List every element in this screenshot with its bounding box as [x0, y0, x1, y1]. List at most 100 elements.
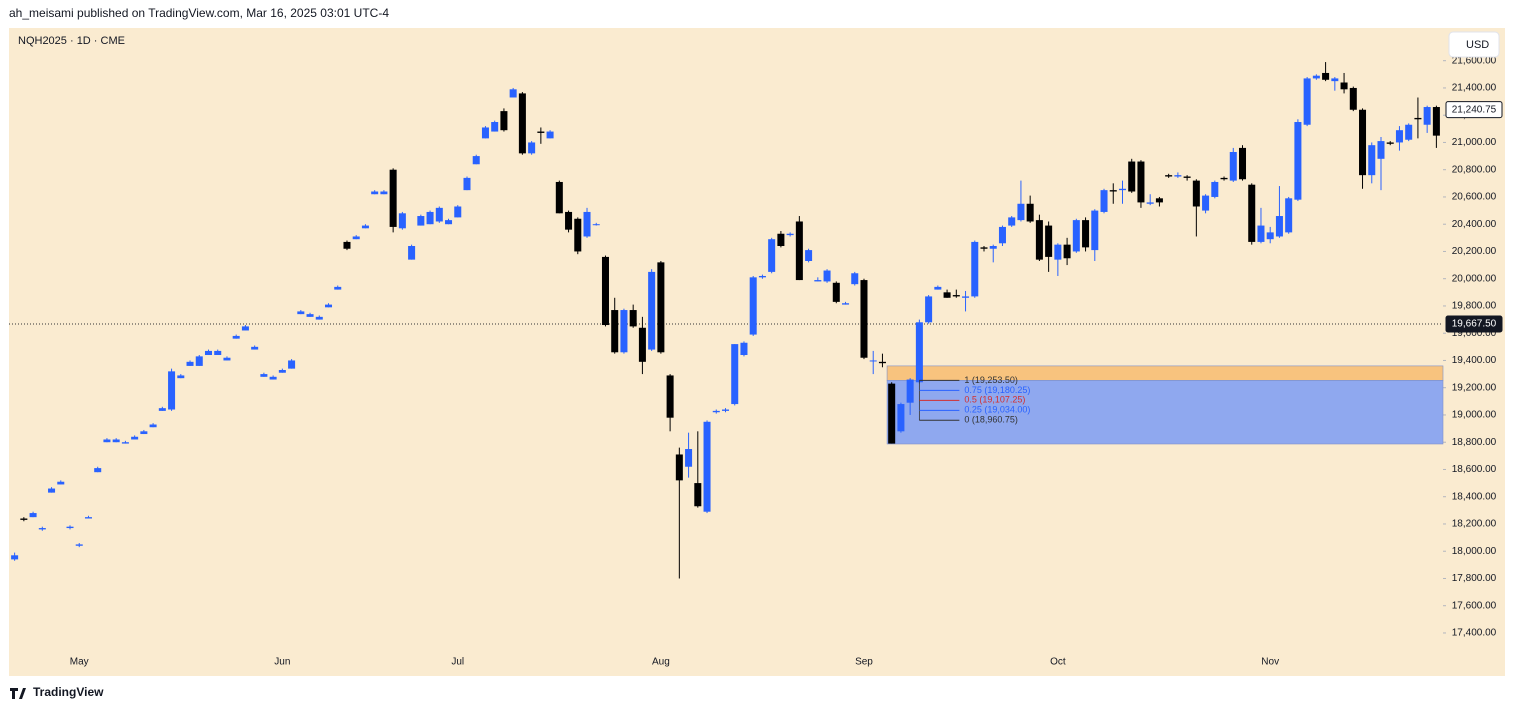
candle-body — [306, 314, 314, 317]
candle-body — [1072, 220, 1080, 252]
candle-body — [583, 211, 591, 237]
y-tick-label: 21,000.00 — [1452, 137, 1497, 148]
fib-label: 0.25 (19,034.00) — [964, 405, 1030, 415]
candle-body — [555, 181, 563, 214]
y-tick-label: 19,200.00 — [1452, 382, 1497, 393]
candle-body — [685, 449, 693, 467]
candle-body — [851, 273, 859, 285]
currency-button[interactable] — [1448, 31, 1500, 58]
brand-name: TradingView — [33, 685, 104, 699]
candle-body — [177, 375, 185, 379]
candle-body — [435, 207, 443, 222]
candle-body — [66, 526, 74, 529]
candle-body — [1146, 202, 1154, 204]
chart-background — [9, 28, 1505, 676]
candle-body — [343, 241, 351, 249]
candle-body — [648, 271, 656, 350]
candle-body — [629, 310, 637, 327]
price-label-box — [1445, 315, 1503, 333]
candle-body — [463, 177, 471, 191]
candle-body — [1349, 87, 1357, 110]
candle-body — [897, 404, 905, 432]
candle-body — [103, 439, 111, 443]
candle-body — [1432, 107, 1440, 136]
y-tick-label: 19,600.00 — [1452, 328, 1497, 339]
fib-label: 0.5 (19,107.25) — [964, 395, 1025, 405]
candle-body — [869, 360, 877, 362]
candle-body — [1026, 203, 1034, 222]
candle-body — [758, 275, 766, 278]
fib-label: 1 (19,253.50) — [964, 375, 1018, 385]
candle-body — [546, 131, 554, 139]
candle-body — [537, 131, 545, 133]
candle-body — [1368, 145, 1376, 176]
candle-body — [888, 383, 896, 444]
candle-body — [1257, 225, 1265, 242]
candle-body — [915, 322, 923, 383]
candle-body — [11, 555, 19, 560]
candle-body — [1303, 78, 1311, 125]
candle-body — [140, 431, 148, 435]
candle-body — [832, 282, 840, 302]
candle-body — [380, 191, 388, 195]
candle-body — [1395, 130, 1403, 143]
x-tick-label: Jul — [451, 657, 464, 668]
candle-body — [509, 89, 517, 98]
logo-mark — [10, 688, 26, 699]
candle-body — [934, 286, 942, 290]
x-tick-label: Jun — [274, 657, 290, 668]
candle-body — [952, 295, 960, 297]
candle-body — [1017, 203, 1025, 221]
zone — [886, 380, 1444, 445]
candle-body — [1183, 176, 1191, 178]
candle-body — [481, 127, 489, 139]
candle-body — [269, 376, 277, 380]
candle-body — [1220, 177, 1228, 180]
x-tick-label: May — [70, 657, 89, 668]
candle-body — [740, 342, 748, 356]
candle-body — [906, 379, 914, 403]
brand-logo — [10, 688, 26, 699]
candle-body — [1118, 188, 1126, 191]
currency-label[interactable]: USD — [1466, 39, 1489, 51]
y-tick-label: 18,400.00 — [1452, 491, 1497, 502]
y-tick-label: 20,600.00 — [1452, 192, 1497, 203]
candle-body — [241, 326, 249, 331]
candle-body — [158, 408, 166, 411]
candle-body — [1109, 190, 1117, 192]
candle-body — [278, 369, 286, 373]
candle-body — [1211, 181, 1219, 197]
x-tick-label: Nov — [1261, 657, 1279, 668]
candle-body — [112, 439, 120, 443]
candle-body — [860, 280, 868, 358]
candle-body — [1091, 210, 1099, 251]
candle-body — [500, 111, 508, 131]
candle-body — [204, 350, 213, 356]
candle-body — [998, 226, 1006, 244]
candle-body — [454, 206, 462, 218]
candle-body — [878, 361, 886, 364]
candle-body — [1229, 151, 1237, 181]
candle-body — [1054, 244, 1062, 260]
candle-body — [814, 280, 822, 282]
candle-body — [288, 360, 296, 369]
candle-body — [1008, 217, 1016, 226]
candle-body — [925, 296, 933, 323]
candle-body — [703, 421, 711, 512]
candle-body — [445, 220, 453, 225]
y-tick-label: 21,600.00 — [1452, 55, 1497, 66]
candle-body — [1165, 175, 1173, 177]
candle-body — [94, 468, 102, 473]
candle-body — [1202, 195, 1210, 211]
candle-body — [1340, 82, 1348, 90]
y-tick-label: 18,800.00 — [1452, 437, 1497, 448]
y-tick-label: 21,400.00 — [1452, 83, 1497, 94]
y-tick-label: 17,400.00 — [1452, 628, 1497, 639]
fib-label: 0.75 (19,180.25) — [964, 385, 1030, 395]
candle-body — [1082, 220, 1090, 248]
candle-body — [168, 371, 176, 410]
candle-body — [371, 191, 379, 195]
candle-body — [417, 216, 425, 226]
candle-body — [20, 518, 28, 520]
candle-body — [1238, 147, 1247, 180]
